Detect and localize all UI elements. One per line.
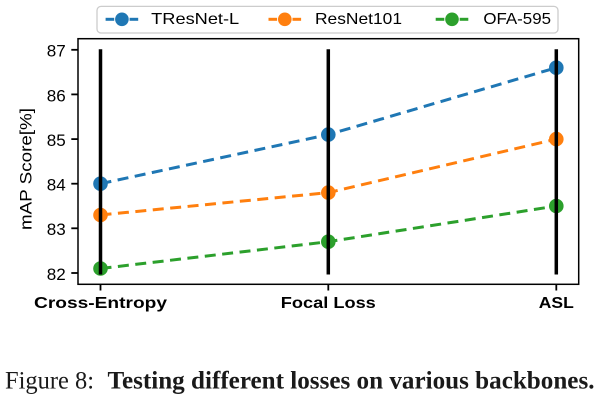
svg-text:Cross-Entropy: Cross-Entropy <box>34 295 167 312</box>
svg-text:Figure 8:: Figure 8: <box>5 368 94 395</box>
svg-text:84: 84 <box>47 176 66 195</box>
svg-text:ASL: ASL <box>539 295 574 312</box>
svg-text:ResNet101: ResNet101 <box>315 11 402 28</box>
svg-text:83: 83 <box>47 220 66 239</box>
svg-text:Testing different losses on va: Testing different losses on various back… <box>108 368 595 395</box>
svg-text:Focal Loss: Focal Loss <box>281 295 376 312</box>
svg-text:82: 82 <box>47 265 66 284</box>
svg-text:OFA-595: OFA-595 <box>483 11 551 28</box>
svg-text:86: 86 <box>47 86 66 105</box>
svg-text:mAP Score[%]: mAP Score[%] <box>17 108 36 230</box>
svg-text:87: 87 <box>47 42 66 61</box>
svg-text:85: 85 <box>47 131 66 150</box>
svg-text:TResNet-L: TResNet-L <box>151 11 239 28</box>
